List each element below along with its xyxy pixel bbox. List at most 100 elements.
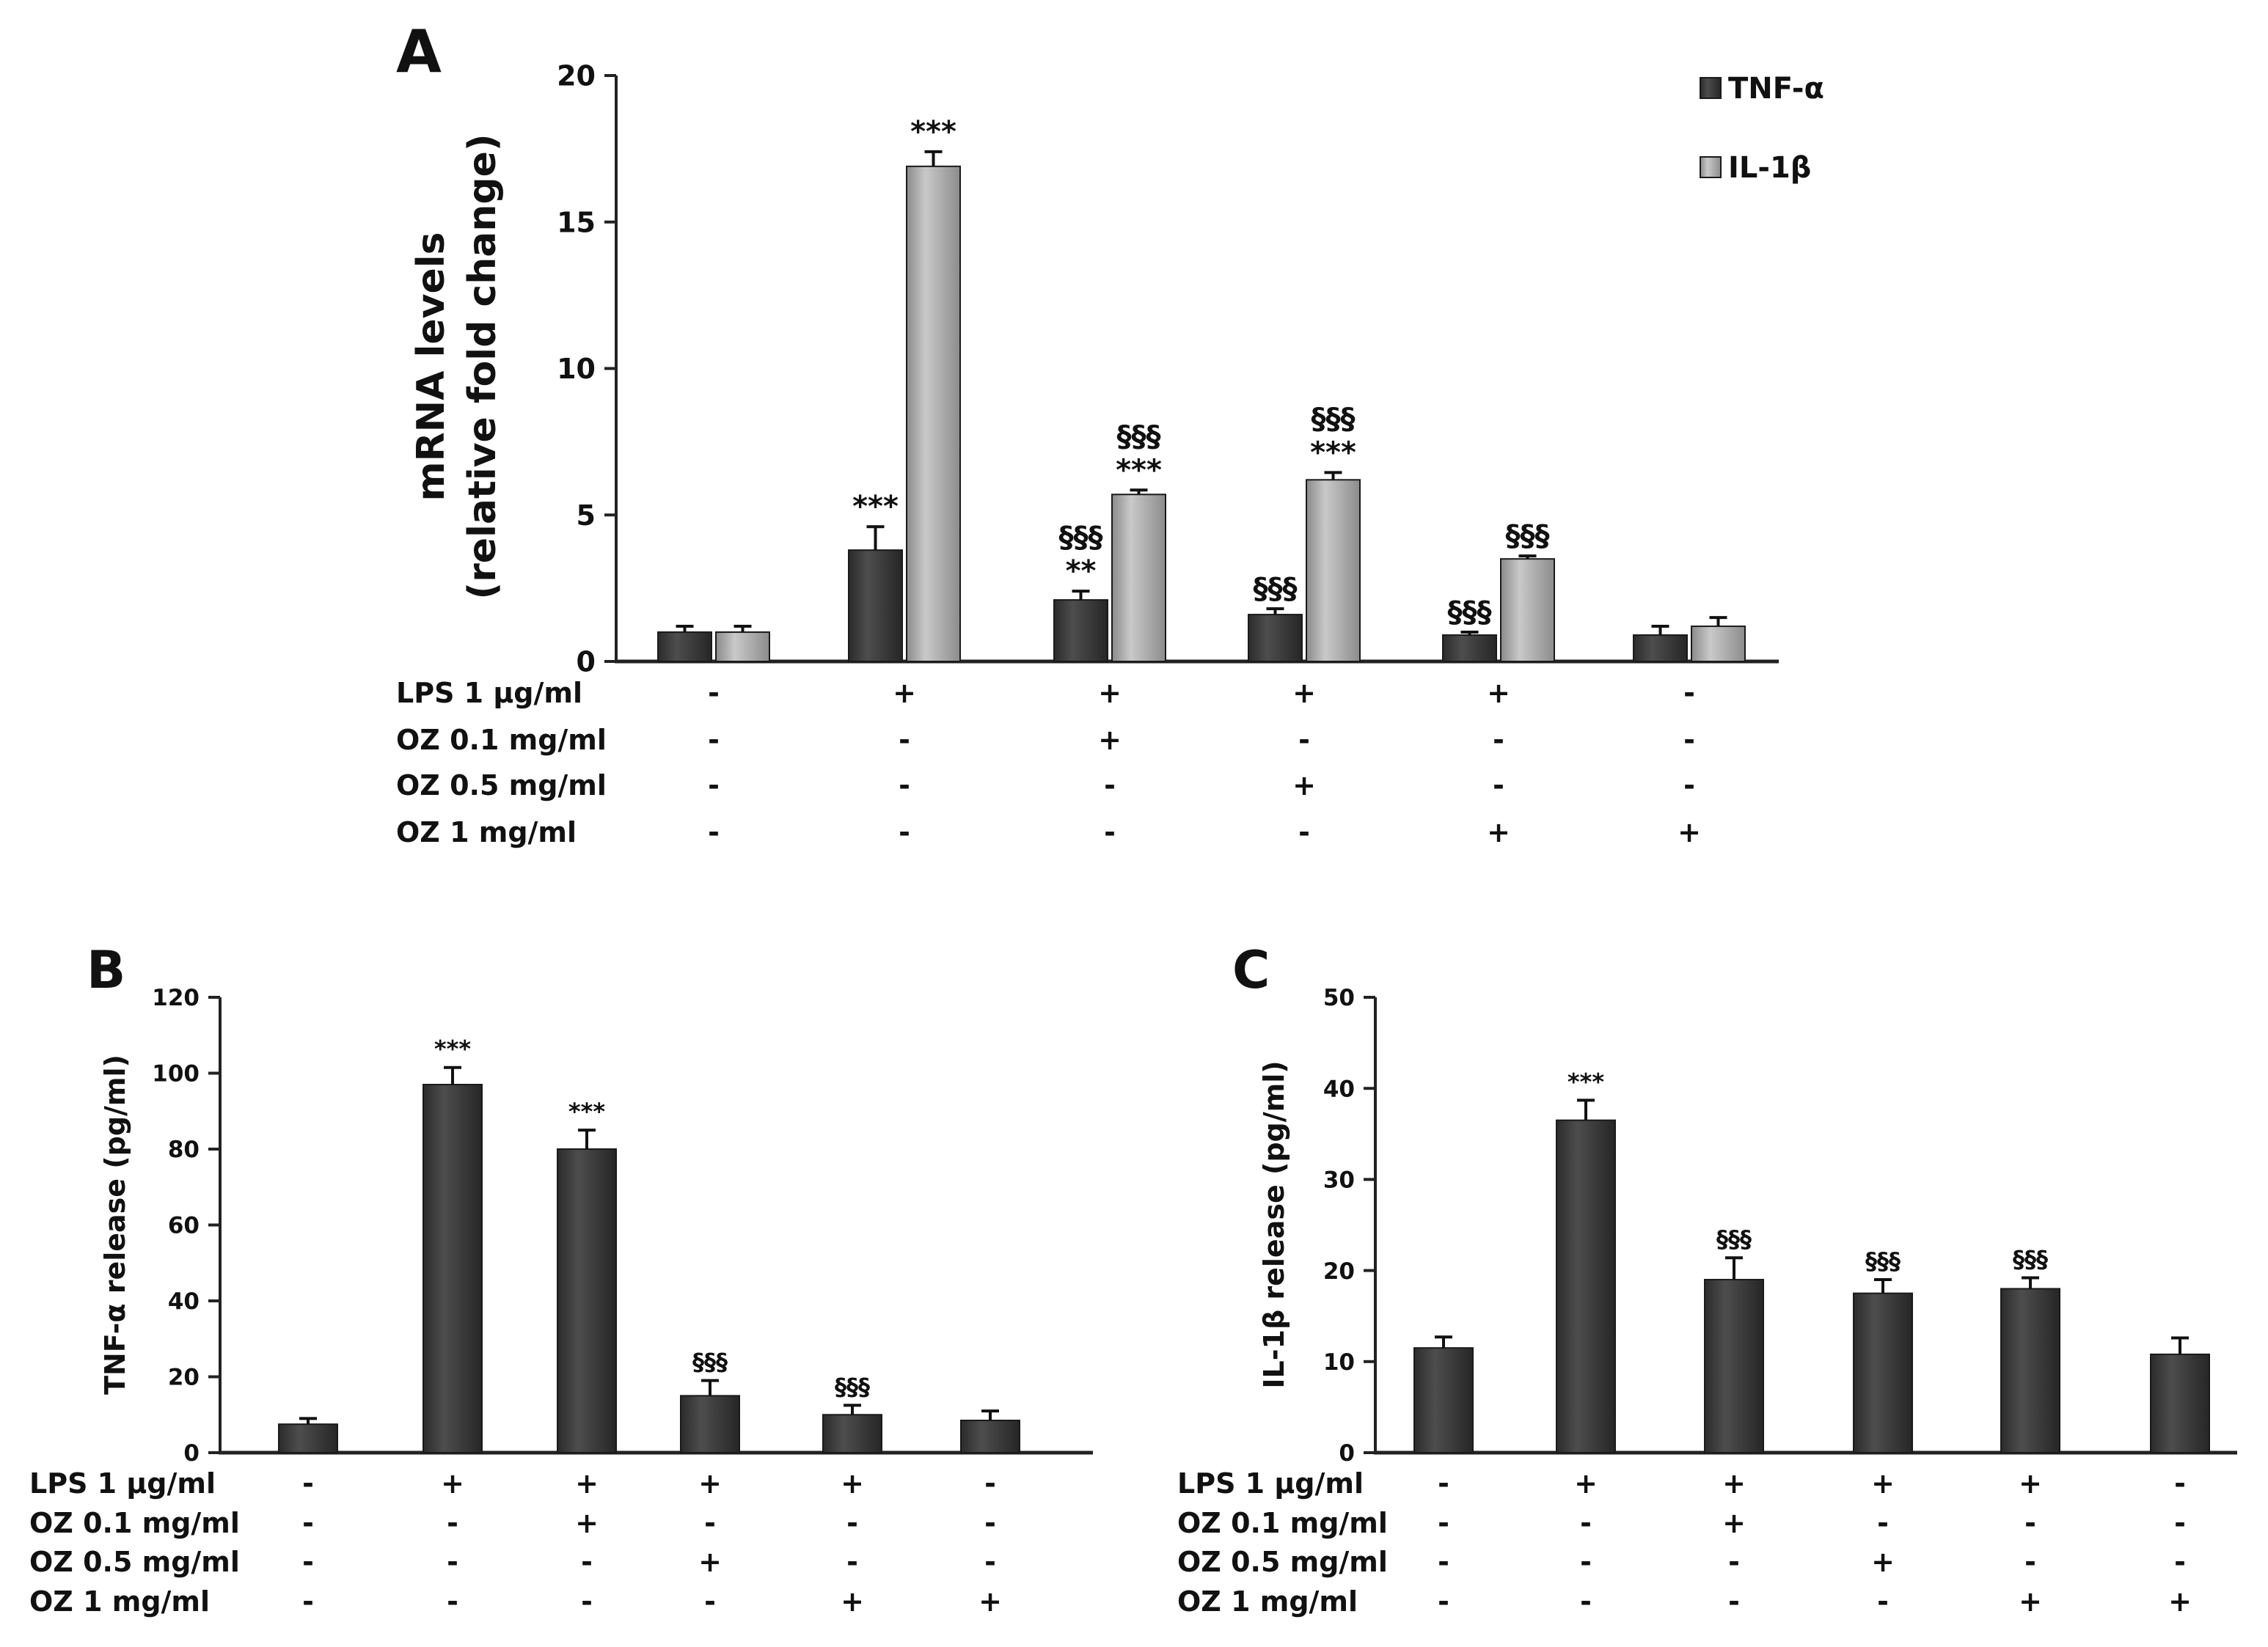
significance-marker: §§§	[1312, 402, 1356, 436]
treatment-sign: +	[893, 677, 916, 709]
bar	[1111, 494, 1166, 662]
y-tick-label: 5	[577, 499, 596, 532]
significance-marker: §§§	[1865, 1247, 1901, 1275]
y-tick-label: 120	[152, 985, 200, 1011]
legend-swatch	[1700, 77, 1722, 99]
treatment-sign: +	[1574, 1467, 1598, 1500]
y-axis-title: (relative fold change)	[461, 133, 505, 599]
significance-marker: ***	[852, 490, 899, 524]
treatment-sign: +	[1487, 677, 1510, 709]
treatment-label: OZ 1 mg/ml	[1177, 1585, 1358, 1618]
significance-marker: §§§	[1117, 419, 1161, 453]
treatment-sign: -	[704, 1585, 716, 1618]
treatment-sign: -	[302, 1546, 314, 1578]
bar	[2000, 1288, 2060, 1453]
treatment-label: OZ 0.5 mg/ml	[29, 1546, 240, 1578]
y-tick-label: 0	[183, 1440, 200, 1467]
treatment-sign: -	[708, 769, 720, 802]
treatment-sign: +	[575, 1507, 599, 1539]
treatment-sign: -	[846, 1546, 858, 1578]
y-tick-label: 30	[1323, 1167, 1355, 1194]
bar	[557, 1148, 617, 1453]
treatment-label: OZ 0.1 mg/ml	[29, 1507, 240, 1539]
y-tick-label: 80	[168, 1137, 200, 1163]
significance-marker: §§§	[1448, 595, 1492, 629]
treatment-label: OZ 0.1 mg/ml	[1177, 1507, 1388, 1539]
bar	[1853, 1292, 1913, 1454]
y-axis-title: TNF-α release (pg/ml)	[99, 1054, 131, 1395]
treatment-sign: -	[2024, 1546, 2036, 1578]
treatment-sign: +	[1487, 816, 1510, 848]
treatment-sign: -	[1298, 816, 1310, 848]
treatment-sign: +	[1098, 677, 1122, 709]
bar	[906, 165, 961, 663]
treatment-sign: -	[1728, 1546, 1740, 1578]
y-axis-title: mRNA levels	[409, 232, 453, 501]
treatment-sign: -	[704, 1507, 716, 1539]
treatment-sign: +	[441, 1467, 464, 1500]
treatment-sign: -	[984, 1467, 996, 1500]
significance-marker: §§§	[1506, 519, 1550, 553]
treatment-label: LPS 1 µg/ml	[396, 677, 582, 709]
treatment-sign: -	[984, 1546, 996, 1578]
y-tick-label: 50	[1323, 985, 1355, 1011]
treatment-sign: -	[899, 769, 910, 802]
panel-label: B	[87, 940, 125, 1000]
legend-swatch	[1700, 156, 1722, 178]
treatment-sign: +	[2019, 1467, 2042, 1500]
treatment-sign: +	[1871, 1467, 1895, 1500]
treatment-sign: -	[447, 1585, 458, 1618]
treatment-sign: +	[575, 1467, 599, 1500]
treatment-sign: +	[698, 1546, 722, 1578]
bar	[960, 1420, 1020, 1453]
significance-marker: ***	[434, 1035, 471, 1063]
treatment-sign: -	[1438, 1507, 1449, 1539]
treatment-sign: -	[302, 1467, 314, 1500]
treatment-sign: -	[447, 1507, 458, 1539]
treatment-sign: -	[1438, 1467, 1449, 1500]
treatment-sign: -	[1298, 724, 1310, 756]
treatment-sign: +	[1678, 816, 1701, 848]
treatment-sign: -	[581, 1546, 593, 1578]
treatment-sign: +	[1098, 724, 1122, 756]
panel-label: A	[396, 18, 442, 86]
y-tick-label: 40	[168, 1288, 200, 1315]
legend-label: TNF-α	[1728, 72, 1824, 106]
treatment-sign: +	[2019, 1585, 2042, 1618]
y-tick-label: 0	[1339, 1440, 1355, 1467]
treatment-sign: -	[2174, 1467, 2186, 1500]
treatment-sign: -	[1438, 1546, 1449, 1578]
treatment-sign: -	[1728, 1585, 1740, 1618]
bar	[680, 1395, 740, 1453]
significance-marker: ***	[568, 1098, 605, 1126]
treatment-label: LPS 1 µg/ml	[1177, 1467, 1364, 1500]
bar	[1500, 558, 1555, 662]
treatment-sign: -	[1877, 1507, 1889, 1539]
treatment-sign: -	[1877, 1585, 1889, 1618]
panel-label: C	[1232, 940, 1270, 1000]
bar	[1556, 1119, 1616, 1454]
y-tick-label: 10	[1323, 1349, 1355, 1376]
y-tick-label: 0	[577, 646, 596, 678]
treatment-label: OZ 0.5 mg/ml	[396, 769, 607, 802]
y-tick-label: 10	[557, 353, 596, 385]
panel-b: B TNF-α release (pg/ml) 0 20 40 60 80 100 120 ***…	[29, 940, 1093, 1618]
treatment-sign: -	[581, 1585, 593, 1618]
significance-marker: ***	[910, 115, 956, 149]
treatment-sign: -	[1683, 677, 1695, 709]
significance-marker: ***	[1310, 436, 1356, 469]
treatment-sign: -	[984, 1507, 996, 1539]
treatment-sign: -	[708, 724, 720, 756]
bar	[1413, 1347, 1474, 1454]
treatment-label: OZ 0.5 mg/ml	[1177, 1546, 1388, 1578]
bar	[2150, 1353, 2210, 1454]
treatment-label: OZ 1 mg/ml	[29, 1585, 210, 1618]
y-axis-title: IL-1β release (pg/ml)	[1258, 1060, 1290, 1388]
treatment-sign: +	[978, 1585, 1002, 1618]
treatment-sign: -	[302, 1585, 314, 1618]
treatment-sign: -	[846, 1507, 858, 1539]
legend-label: IL-1β	[1728, 151, 1811, 185]
treatment-sign: +	[1292, 769, 1316, 802]
y-tick-label: 20	[557, 60, 596, 92]
